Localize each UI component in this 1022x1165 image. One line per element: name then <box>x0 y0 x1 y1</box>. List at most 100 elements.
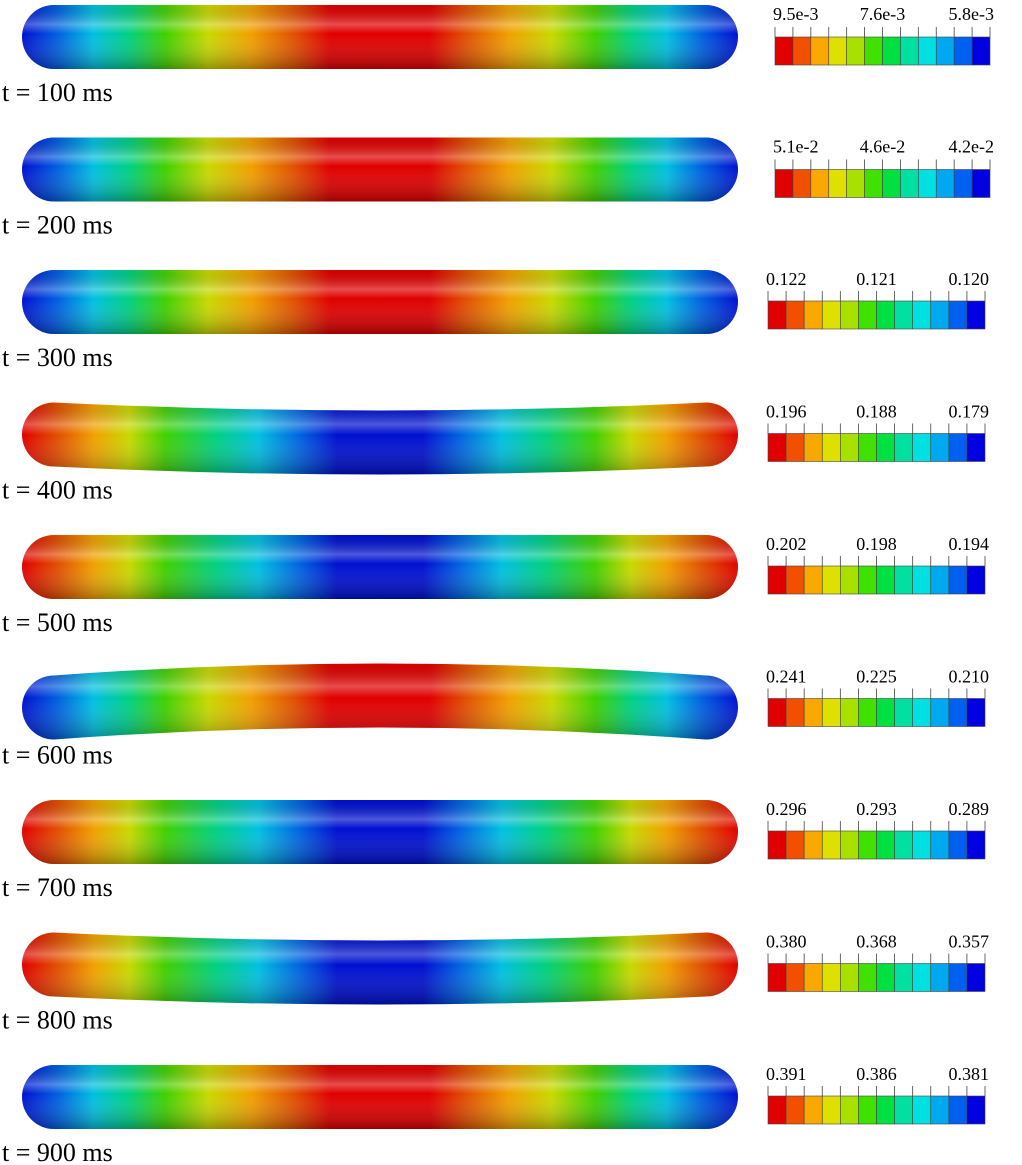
colorbar-segment <box>858 830 877 860</box>
colorbar-label: 0.368 <box>856 932 897 952</box>
colorbar-segment <box>948 565 968 595</box>
colorbar-segment <box>876 565 895 595</box>
colorbar-segment <box>821 565 841 595</box>
colorbar-label: 0.122 <box>766 269 807 289</box>
colorbar-segment <box>918 36 937 66</box>
colorbar-segment <box>792 36 812 66</box>
colorbar-segment <box>774 36 794 66</box>
colorbar-segment <box>930 300 950 330</box>
colorbar-segment <box>864 36 883 66</box>
colorbar-segment <box>858 300 877 330</box>
colorbar-segment <box>948 1095 968 1125</box>
colorbar-segment <box>828 36 847 66</box>
colorbar-label: 0.381 <box>949 1064 990 1084</box>
colorbar-label: 5.8e-3 <box>949 4 994 24</box>
colorbar-segment <box>767 300 787 330</box>
colorbar-label: 0.386 <box>856 1064 897 1084</box>
colorbar-segment <box>971 36 991 66</box>
colorbar-segment <box>894 963 913 992</box>
colorbar-segment <box>858 433 877 462</box>
colorbar-segment <box>767 963 787 992</box>
colorbar-segment <box>912 698 932 727</box>
colorbar-label: 0.357 <box>949 932 990 952</box>
colorbar-segment <box>876 1095 895 1125</box>
colorbar-segment <box>900 169 919 198</box>
colorbar-segment <box>876 963 895 992</box>
colorbar-segment <box>792 169 812 198</box>
colorbar-segment <box>930 1095 950 1125</box>
colorbar-label: 0.120 <box>949 269 990 289</box>
colorbar-segment <box>894 300 913 330</box>
colorbar-label: 5.1e-2 <box>773 137 818 157</box>
colorbar-segment <box>948 698 968 727</box>
colorbar-label: 0.121 <box>856 269 897 289</box>
colorbar-segment <box>828 169 847 198</box>
colorbar-segment <box>767 830 787 860</box>
colorbar-segment <box>840 1095 859 1125</box>
colorbar-label: 4.2e-2 <box>949 137 994 157</box>
colorbar-segment <box>912 300 932 330</box>
colorbar-segment <box>912 565 932 595</box>
time-label: t = 100 ms <box>2 78 113 107</box>
colorbar-segment <box>803 830 823 860</box>
colorbar-segment <box>876 830 895 860</box>
colorbar-segment <box>803 963 823 992</box>
colorbar-segment <box>894 698 913 727</box>
colorbar-segment <box>785 300 805 330</box>
colorbar-label: 0.380 <box>766 932 807 952</box>
colorbar-segment <box>774 169 794 198</box>
colorbar-label: 0.296 <box>766 799 807 819</box>
time-label: t = 800 ms <box>2 1005 113 1034</box>
rod-shading <box>22 137 738 202</box>
colorbar-segment <box>785 565 805 595</box>
colorbar-segment <box>966 963 986 992</box>
colorbar-segment <box>810 169 830 198</box>
colorbar-label: 0.188 <box>856 402 897 422</box>
colorbar-segment <box>918 169 937 198</box>
colorbar-label: 0.202 <box>766 534 807 554</box>
colorbar-segment <box>767 433 787 462</box>
colorbar-segment <box>858 698 877 727</box>
colorbar-segment <box>858 565 877 595</box>
colorbar-segment <box>912 830 932 860</box>
rod-shading <box>22 932 738 1005</box>
colorbar-label: 0.293 <box>856 799 897 819</box>
rod-shading <box>22 270 738 334</box>
colorbar-segment <box>971 169 991 198</box>
rod-shading <box>22 535 738 599</box>
colorbar-segment <box>810 36 830 66</box>
colorbar-segment <box>966 300 986 330</box>
colorbar-label: 0.289 <box>949 799 990 819</box>
colorbar-segment <box>935 36 955 66</box>
colorbar-segment <box>948 963 968 992</box>
colorbar-segment <box>840 698 859 727</box>
colorbar-segment <box>821 1095 841 1125</box>
colorbar-segment <box>953 36 973 66</box>
colorbar-segment <box>948 433 968 462</box>
colorbar-label: 0.179 <box>949 402 990 422</box>
colorbar-segment <box>767 698 787 727</box>
colorbar-label: 9.5e-3 <box>773 4 818 24</box>
colorbar-segment <box>840 300 859 330</box>
colorbar-segment <box>785 698 805 727</box>
colorbar-segment <box>864 169 883 198</box>
rod-shading <box>22 800 738 864</box>
colorbar-segment <box>912 1095 932 1125</box>
colorbar-label: 0.210 <box>949 667 990 687</box>
time-label: t = 400 ms <box>2 475 113 504</box>
colorbar-label: 0.198 <box>856 534 897 554</box>
rod-shading <box>22 1065 738 1129</box>
colorbar-segment <box>858 963 877 992</box>
colorbar-segment <box>785 830 805 860</box>
colorbar-segment <box>803 698 823 727</box>
colorbar-segment <box>785 1095 805 1125</box>
colorbar-segment <box>894 830 913 860</box>
colorbar-segment <box>894 565 913 595</box>
time-label: t = 600 ms <box>2 740 113 769</box>
colorbar-segment <box>803 300 823 330</box>
colorbar-segment <box>821 830 841 860</box>
colorbar-segment <box>935 169 955 198</box>
colorbar-segment <box>821 300 841 330</box>
colorbar-label: 4.6e-2 <box>860 137 905 157</box>
colorbar-segment <box>912 963 932 992</box>
